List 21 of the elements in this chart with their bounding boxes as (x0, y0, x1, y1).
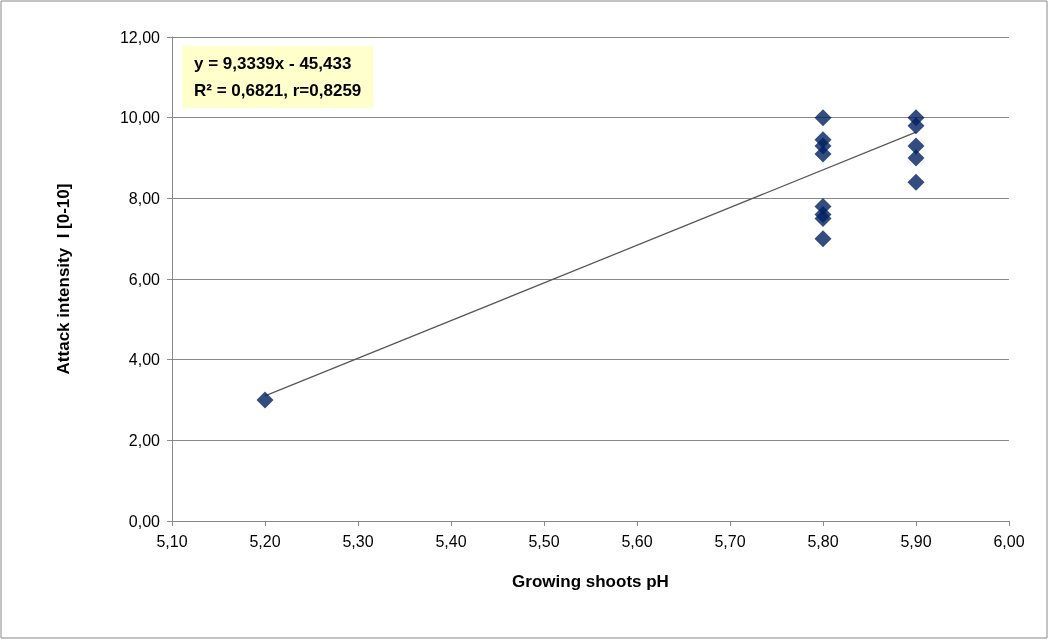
y-tick-label: 6,00 (128, 270, 161, 288)
x-tick-label: 5,70 (714, 532, 746, 550)
annotation: R² = 0,6821, r=0,8259 (194, 81, 362, 100)
y-tick-label: 10,00 (119, 109, 161, 127)
x-tick-label: 5,30 (342, 532, 374, 550)
annotation: y = 9,3339x - 45,433 (194, 54, 352, 73)
x-tick-label: 5,10 (156, 532, 188, 550)
x-tick-label: 5,40 (435, 532, 467, 550)
x-tick-label: 5,80 (807, 532, 839, 550)
x-tick-label: 5,20 (249, 532, 281, 550)
y-tick-label: 4,00 (128, 351, 161, 369)
x-tick-label: 5,90 (900, 532, 932, 550)
x-tick-label: 5,50 (528, 532, 560, 550)
y-tick-label: 8,00 (128, 189, 161, 207)
x-tick-label: 5,60 (621, 532, 653, 550)
y-axis-title: Attack intensity I [0-10] (54, 183, 73, 375)
y-tick-label: 2,00 (128, 431, 161, 449)
y-tick-label: 12,00 (119, 28, 161, 46)
x-axis-title: Growing shoots pH (512, 572, 669, 591)
y-tick-label: 0,00 (128, 512, 161, 530)
x-tick-label: 6,00 (993, 532, 1025, 550)
